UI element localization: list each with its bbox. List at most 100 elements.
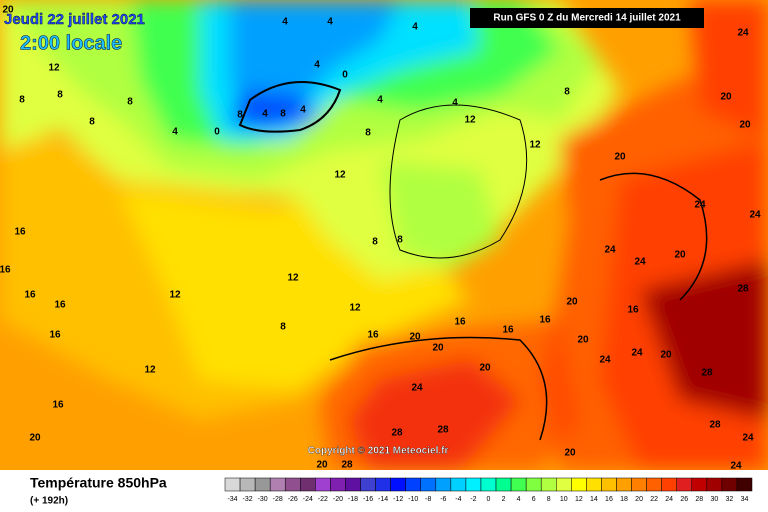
legend-swatch [721,477,738,492]
contour-label: 20 [316,460,328,471]
contour-label: 12 [169,290,181,301]
legend-swatch [571,477,587,492]
legend-label: -34 [227,496,237,503]
contour-label: 24 [730,461,742,472]
legend-swatch [586,477,602,492]
legend-label: 0 [487,496,491,503]
contour-label: 24 [749,210,761,221]
contour-label: 12 [529,140,541,151]
contour-label: 16 [502,325,514,336]
legend-label: 32 [726,496,734,503]
legend-label: 8 [547,496,551,503]
legend-label: 26 [680,496,688,503]
legend-label: -16 [363,496,373,503]
legend-swatch [450,477,467,492]
legend-swatch [345,477,361,492]
contour-label: 8 [19,95,25,106]
contour-label: 20 [564,448,576,459]
contour-label: 20 [674,250,686,261]
legend-label: -20 [333,496,343,503]
legend-swatch [691,477,708,492]
legend-swatch [510,477,527,492]
legend-label: 30 [710,496,718,503]
copyright: Copyright © 2021 Meteociel.fr [308,446,449,457]
legend-swatch [480,477,497,492]
contour-label: 4 [327,17,333,28]
legend-swatch [616,477,632,492]
legend-label: 16 [605,496,613,503]
legend-swatch [646,477,662,492]
contour-label: 12 [48,63,60,74]
legend-swatch [254,477,271,492]
legend-label: 2 [502,496,506,503]
legend-label: -8 [425,496,431,503]
legend-label: -6 [440,496,446,503]
contour-label: 16 [24,290,36,301]
contour-label: 4 [314,60,320,71]
legend-swatch [269,477,286,492]
legend-label: -26 [288,496,298,503]
legend-swatch [556,477,572,492]
legend-label: 22 [650,496,658,503]
legend-swatch [706,477,723,492]
contour-label: 20 [29,433,41,444]
contour-label: 12 [464,115,476,126]
legend-swatch [495,477,512,492]
legend-label: -28 [273,496,283,503]
legend-swatch [736,477,753,492]
contour-label: 20 [409,332,421,343]
contour-label: 20 [577,335,589,346]
legend-swatch [661,477,677,492]
contour-label: 8 [397,235,403,246]
contour-label: 20 [660,350,672,361]
contour-label: 24 [634,257,646,268]
legend-label: 14 [590,496,598,503]
contour-label: 28 [391,428,403,439]
contour-label: 8 [372,237,378,248]
legend-swatch [239,477,256,492]
contour-label: 16 [14,227,26,238]
legend-swatch [390,477,406,492]
legend-label: 4 [517,496,521,503]
legend-label: -12 [393,496,403,503]
contour-label: 28 [701,368,713,379]
contour-label: 16 [454,317,466,328]
legend-swatch [300,477,316,492]
contour-label: 16 [0,265,11,276]
contour-label: 28 [437,425,449,436]
contour-label: 24 [694,200,706,211]
contour-label: 4 [412,22,418,33]
footer-title: Température 850hPa [30,475,167,491]
legend-swatch [315,477,331,492]
contour-label: 20 [739,120,751,131]
contour-label: 16 [49,330,61,341]
contour-label: 16 [52,400,64,411]
contour-label: 24 [742,433,754,444]
contour-label: 8 [127,97,133,108]
contour-label: 12 [334,170,346,181]
contour-label: 20 [614,152,626,163]
legend-label: -10 [408,496,418,503]
contour-label: 8 [280,322,286,333]
contour-label: 8 [89,117,95,128]
run-info: Run GFS 0 Z du Mercredi 14 juillet 2021 [493,13,681,24]
legend-swatch [420,477,437,492]
contour-label: 20 [432,343,444,354]
contour-label: 20 [2,5,14,16]
contour-label: 8 [280,109,286,120]
contour-label: 28 [709,420,721,431]
contour-label: 16 [54,300,66,311]
legend-label: 10 [560,496,568,503]
contour-label: 24 [599,355,611,366]
contour-label: 8 [237,110,243,121]
legend-label: 6 [532,496,536,503]
legend-swatch [284,477,301,492]
legend-label: -4 [455,496,461,503]
contour-label: 28 [737,284,749,295]
valid-date: Jeudi 22 juillet 2021 [4,11,145,28]
contour-label: 0 [342,70,348,81]
legend-swatch [465,477,482,492]
valid-time: 2:00 locale [20,32,122,54]
contour-label: 16 [627,305,639,316]
